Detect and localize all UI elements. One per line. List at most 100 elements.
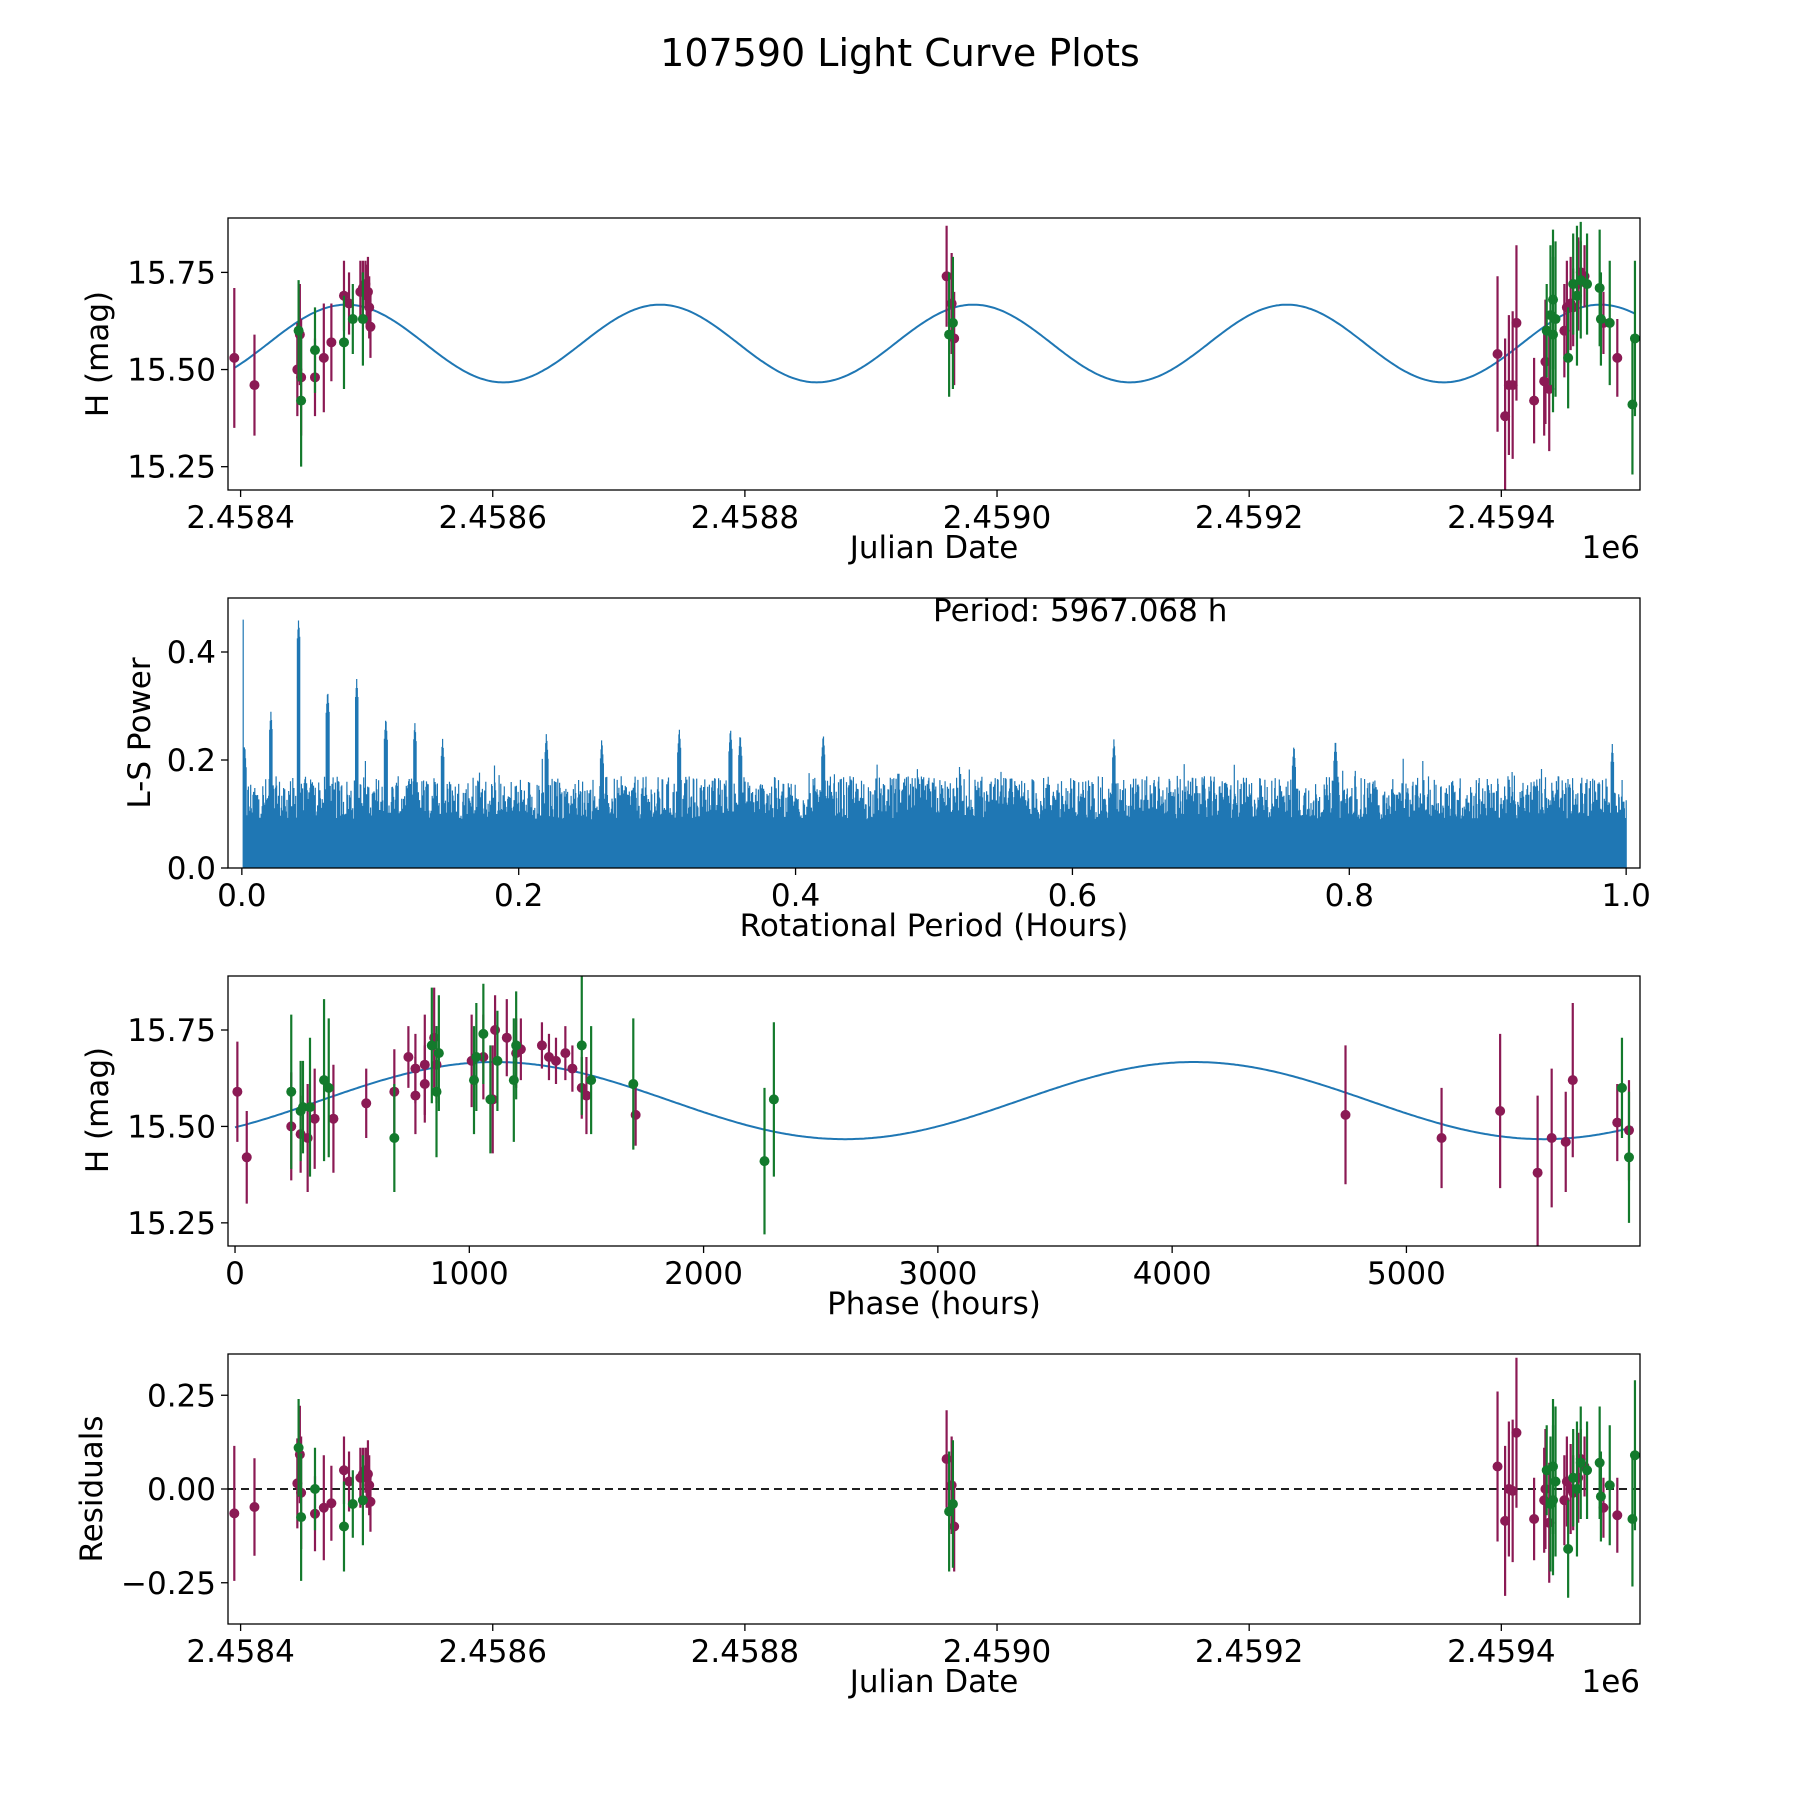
phased-xtick-label: 0 <box>225 1256 245 1292</box>
phased-point-band_b <box>576 1040 587 1051</box>
phased-point-band_a <box>1560 1136 1571 1147</box>
light-curve-point-band_b <box>296 395 307 406</box>
phased-point-band_a <box>560 1048 571 1059</box>
residuals-point-band_a <box>1492 1461 1503 1472</box>
phased-point-band_a <box>550 1055 561 1066</box>
residuals-frame <box>227 1353 1641 1625</box>
phased-point-band_a <box>302 1133 313 1143</box>
residuals-xtick-label: 2.4590 <box>943 1634 1051 1670</box>
phased-point-band_a <box>1612 1117 1623 1128</box>
periodogram-panel: Rotational Period (Hours) L-S Power Peri… <box>122 593 1651 944</box>
light-curve-point-band_b <box>1582 279 1593 290</box>
phased-xtick-label: 3000 <box>898 1256 977 1292</box>
residuals-ytick-label: −0.25 <box>121 1566 216 1602</box>
phased-point-band_a <box>567 1063 578 1074</box>
phased-xtick-label: 2000 <box>664 1256 743 1292</box>
light-curve-ytick-label: 15.50 <box>127 353 216 389</box>
phased-point-band_b <box>1623 1152 1634 1163</box>
light-curve-point-band_b <box>944 329 955 340</box>
light-curve-xtick-label: 2.4592 <box>1195 500 1303 536</box>
light-curve-point-band_b <box>1563 352 1574 363</box>
residuals-point-band_a <box>1511 1427 1522 1438</box>
residuals-xtick-label: 2.4592 <box>1195 1634 1303 1670</box>
phased-point-band_b <box>471 1052 482 1062</box>
phased-point-band_a <box>419 1059 430 1070</box>
residuals-point-band_a <box>229 1508 240 1519</box>
light-curve-xtick-label: 2.4584 <box>186 500 294 536</box>
phased-xtick-label: 1000 <box>430 1256 509 1292</box>
residuals-point-band_a <box>364 1480 375 1491</box>
light-curve-panel: Julian Date H (mag) 1e6 2.4584 2.4586 2.45… <box>80 217 1641 566</box>
phased-frame <box>227 975 1641 1247</box>
phased-ytick-label: 15.25 <box>127 1206 216 1242</box>
light-curve-point-band_a <box>1539 376 1550 387</box>
phased-point-band_b <box>492 1055 503 1066</box>
residuals-panel: Julian Date Residuals 1e6 2.4584 2.4586 2.… <box>74 1353 1641 1700</box>
residuals-point-band_b <box>1594 1457 1605 1468</box>
phased-point-band_b <box>304 1102 315 1113</box>
residuals-point-band_b <box>1604 1480 1615 1491</box>
period-annotation: Period: 5967.068 h <box>933 593 1227 629</box>
phased-point-band_b <box>426 1040 437 1051</box>
phased-point-band_b <box>508 1075 519 1086</box>
residuals-point-band_a <box>249 1502 260 1512</box>
phased-point-band_a <box>1495 1106 1506 1116</box>
phased-point-band_b <box>319 1075 330 1086</box>
phased-point-band_a <box>232 1086 243 1097</box>
light-curve-ytick-label: 15.75 <box>127 255 216 291</box>
residuals-ytick-label: 0.25 <box>147 1378 216 1414</box>
light-curve-point-band_a <box>1500 411 1511 422</box>
phased-xtick-label: 4000 <box>1133 1256 1212 1292</box>
phased-point-band_b <box>478 1028 489 1039</box>
periodogram-ytick-label: 0.0 <box>167 851 216 887</box>
light-curve-point-band_a <box>362 286 373 297</box>
phased-points <box>232 976 1634 1246</box>
phased-point-band_b <box>768 1094 779 1105</box>
light-curve-point-band_b <box>1595 314 1606 325</box>
phased-point-band_a <box>1436 1133 1447 1143</box>
residuals-xtick-label: 2.4586 <box>439 1634 547 1670</box>
residuals-point-band_b <box>1595 1491 1606 1502</box>
light-curve-point-band_b <box>1629 333 1640 344</box>
phased-point-band_b <box>297 1102 308 1113</box>
light-curve-point-band_a <box>229 352 240 363</box>
residuals-point-band_b <box>296 1512 307 1523</box>
residuals-point-band_b <box>1629 1450 1640 1461</box>
residuals-point-band_a <box>338 1465 349 1476</box>
periodogram-line <box>242 619 1627 868</box>
periodogram-ytick-label: 0.4 <box>167 635 216 671</box>
phased-point-band_a <box>490 1025 501 1035</box>
light-curve-point-band_b <box>347 314 358 325</box>
phased-point-band_b <box>468 1075 479 1086</box>
phased-ytick-label: 15.50 <box>127 1109 216 1145</box>
phased-point-band_b <box>431 1086 442 1097</box>
periodogram-xtick-label: 0.4 <box>771 878 820 914</box>
light-curve-point-band_b <box>357 314 368 325</box>
light-curve-xtick-label: 2.4588 <box>691 500 799 536</box>
light-curve-point-band_b <box>1604 317 1615 328</box>
phased-point-band_a <box>1546 1133 1557 1143</box>
light-curve-point-band_b <box>338 337 349 348</box>
light-curve-point-band_b <box>293 325 304 336</box>
phased-point-band_a <box>1567 1075 1578 1086</box>
residuals-point-band_b <box>357 1495 368 1506</box>
residuals-point-band_b <box>1550 1476 1561 1487</box>
light-curve-points <box>229 221 1640 490</box>
phased-point-band_b <box>1616 1082 1627 1093</box>
light-curve-point-band_a <box>344 298 355 309</box>
residuals-points <box>229 1357 1640 1598</box>
light-curve-point-band_b <box>309 345 320 356</box>
phased-point-band_a <box>241 1152 252 1163</box>
periodogram-xlabel: Rotational Period (Hours) <box>740 908 1129 944</box>
phased-ylabel: H (mag) <box>80 1047 116 1173</box>
light-curve-point-band_b <box>947 317 958 328</box>
phased-point-band_a <box>410 1090 421 1101</box>
light-curve-point-band_b <box>1594 282 1605 293</box>
phased-point-band_a <box>1532 1167 1543 1178</box>
phased-point-band_a <box>309 1113 320 1124</box>
light-curve-point-band_b <box>1571 290 1582 301</box>
phased-point-band_b <box>433 1048 444 1059</box>
periodogram-frame <box>227 597 1641 869</box>
phased-point-band_b <box>485 1094 496 1105</box>
residuals-point-band_a <box>1500 1515 1511 1526</box>
